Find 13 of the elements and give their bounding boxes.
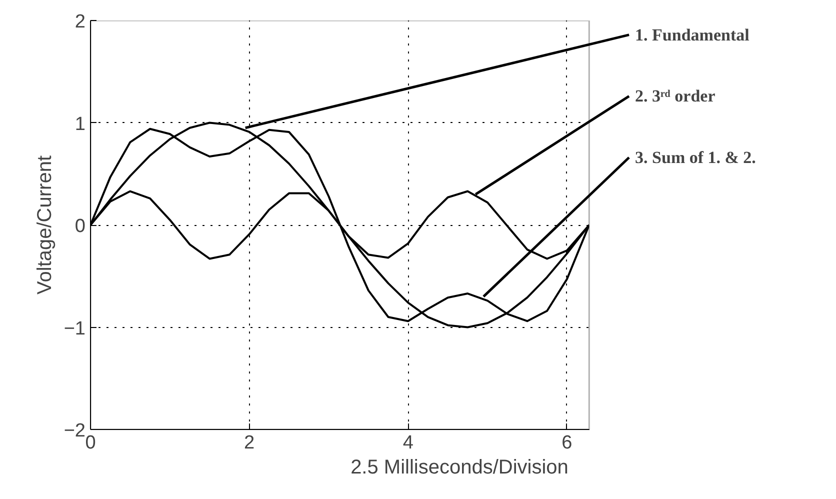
y-tick-label: 0 xyxy=(74,216,86,237)
annotation: 1. Fundamental xyxy=(635,25,750,44)
y-tick-label: −2 xyxy=(64,420,86,442)
x-tick-label: 4 xyxy=(402,432,414,454)
x-tick-label: 2 xyxy=(244,432,255,454)
annotation: 3. Sum of 1. & 2. xyxy=(635,148,756,168)
y-tick-label: 1 xyxy=(74,114,86,135)
x-tick-label: 6 xyxy=(562,432,572,454)
annotation: 2. 3ʳᵈ order xyxy=(635,86,716,106)
x-axis-title: 2.5 Milliseconds/Division xyxy=(350,456,568,478)
y-tick-label: −1 xyxy=(64,318,86,340)
y-tick-label: 2 xyxy=(74,12,86,32)
y-axis-title: Voltage/Current xyxy=(34,155,56,294)
